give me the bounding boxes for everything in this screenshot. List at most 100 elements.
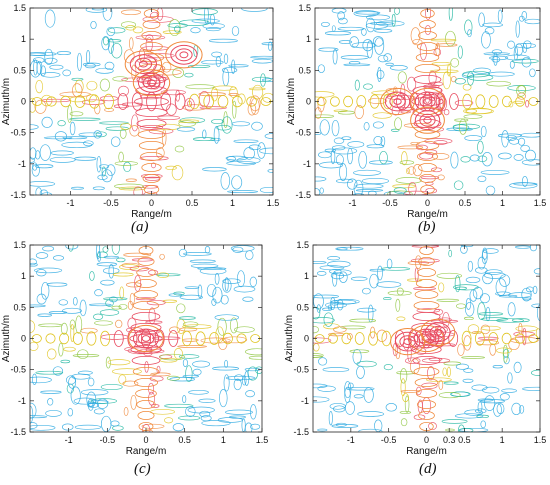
azimuth-sidelobe — [413, 119, 442, 129]
contour-line — [130, 394, 137, 410]
contour-line — [369, 273, 379, 289]
contour-line — [69, 319, 76, 330]
range-sidelobe — [189, 93, 200, 110]
peak-contour — [399, 335, 416, 349]
contour-line — [459, 427, 489, 432]
contour-line — [94, 104, 101, 115]
contour-line — [41, 281, 50, 300]
contour-line — [74, 424, 102, 430]
contour-line — [357, 411, 385, 417]
contour-line — [124, 346, 153, 352]
contour-line — [183, 252, 212, 256]
contour-line — [463, 114, 483, 119]
contour-line — [461, 356, 485, 359]
contour-line — [404, 395, 410, 413]
contour-line — [521, 175, 528, 187]
contour-line — [65, 245, 79, 250]
panel-label-c: (c) — [134, 461, 151, 477]
contour-line — [334, 299, 360, 305]
peak-contour — [423, 116, 432, 124]
x-tick-label: -0.5 — [100, 435, 116, 445]
contour-line — [453, 284, 479, 291]
contour-line — [457, 45, 463, 59]
contour-line — [99, 309, 120, 316]
contour-line — [337, 26, 365, 31]
contour-line — [225, 375, 256, 381]
contour-line — [477, 398, 494, 402]
contour-line — [114, 161, 138, 166]
contour-line — [396, 316, 406, 322]
contour-line — [73, 397, 97, 405]
contour-line — [481, 152, 493, 167]
contour-line — [30, 341, 39, 351]
contour-line — [43, 136, 73, 140]
contour-line — [424, 25, 431, 36]
contour-line — [101, 36, 111, 51]
contour-line — [94, 320, 113, 326]
contour-line — [103, 255, 120, 259]
contour-line — [159, 353, 186, 361]
contour-line — [485, 306, 491, 322]
azimuth-sidelobe — [137, 256, 155, 266]
contour-line — [520, 132, 540, 138]
contour-line — [252, 84, 264, 100]
plot-frame — [314, 7, 541, 196]
y-axis-label: Azimuth/m — [1, 78, 12, 125]
contour-line — [72, 297, 78, 306]
contour-line — [225, 409, 253, 415]
contour-line — [111, 305, 122, 310]
contour-line — [67, 105, 73, 123]
contour-line — [212, 286, 223, 304]
contour-line — [148, 307, 156, 325]
contour-line — [332, 271, 338, 287]
contour-line — [497, 133, 523, 138]
contour-line — [233, 378, 242, 391]
contour-line — [416, 144, 428, 151]
contour-line — [393, 187, 407, 194]
contour-line — [453, 180, 464, 190]
contour-line — [454, 78, 466, 85]
contour-line — [523, 40, 532, 49]
contour-line — [111, 368, 142, 375]
contour-line — [315, 114, 335, 118]
x-tick-label: 1 — [230, 198, 235, 208]
contour-line — [385, 62, 394, 66]
contour-line — [208, 38, 238, 43]
contour-line — [231, 25, 240, 37]
y-tick-label: -1.5 — [295, 190, 311, 200]
contour-line — [493, 402, 502, 417]
contour-line — [330, 296, 336, 310]
contour-line — [116, 257, 126, 263]
contour-line — [104, 107, 115, 112]
contour-line — [248, 355, 262, 360]
contour-line — [501, 388, 517, 393]
x-tick-label: -1 — [66, 198, 74, 208]
contour-line — [351, 42, 377, 49]
contour-line — [463, 316, 474, 321]
contour-line — [36, 60, 43, 75]
y-tick-label: -1.5 — [10, 190, 26, 200]
contour-line — [396, 287, 404, 296]
azimuth-sidelobe — [134, 97, 169, 107]
contour-line — [97, 174, 108, 180]
contour-line — [450, 76, 457, 83]
panel-a: -1 -0.5 0 0.5 1 1.5 -1.5 -1 -0.5 0 0.5 1 1.5 Range/m A… — [1, 3, 279, 220]
contour-line — [463, 368, 474, 373]
peak-contour — [134, 57, 153, 71]
contour-line — [431, 153, 450, 160]
x-tick-label: -0.5 — [381, 435, 397, 445]
contour-line — [530, 369, 540, 376]
contour-line — [477, 401, 483, 413]
contour-line — [400, 378, 406, 397]
contour-line — [118, 85, 129, 97]
azimuth-sidelobe — [133, 289, 158, 299]
contour-line — [260, 73, 266, 87]
azimuth-sidelobe — [414, 64, 441, 74]
contour-line — [190, 27, 201, 34]
contour-line — [222, 68, 230, 87]
contour-line — [146, 53, 175, 59]
contour-line — [365, 17, 376, 33]
contour-line — [391, 13, 396, 27]
contour-line — [410, 141, 420, 146]
contour-line — [178, 120, 196, 127]
